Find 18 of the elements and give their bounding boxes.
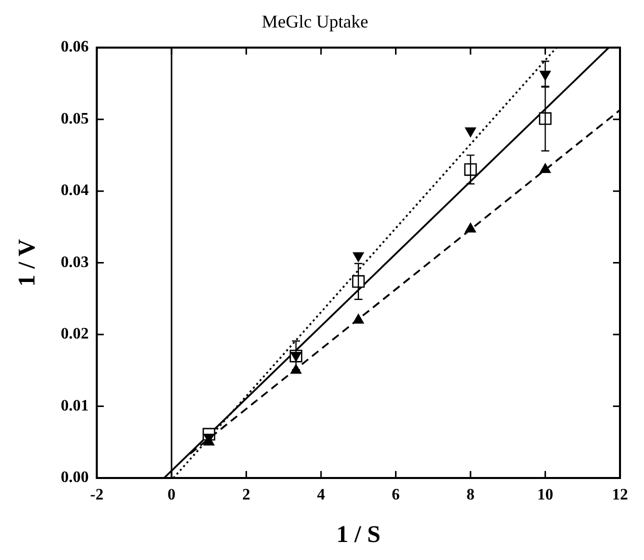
- y-tick-label: 0.02: [60, 326, 89, 343]
- x-tick-label: 8: [466, 486, 475, 504]
- y-tick-label: 0.03: [60, 254, 89, 271]
- y-tick-label: 0.04: [60, 182, 89, 200]
- x-tick-label: 10: [537, 486, 554, 504]
- x-tick-label: 6: [392, 486, 400, 504]
- chart-title: MeGlc Uptake: [262, 12, 368, 32]
- x-tick-label: 4: [317, 486, 326, 504]
- x-tick-label: 0: [168, 486, 176, 504]
- y-tick-label: 0.00: [60, 469, 89, 486]
- x-tick-label: -2: [90, 486, 104, 504]
- y-tick-label: 0.05: [60, 110, 89, 128]
- y-tick-label: 0.06: [60, 38, 89, 56]
- x-tick-label: 2: [242, 486, 250, 504]
- y-axis-title: 1 / V: [14, 238, 41, 287]
- x-axis-title: 1 / S: [336, 522, 380, 548]
- y-tick-label: 0.01: [60, 397, 89, 414]
- x-tick-label: 12: [612, 486, 628, 504]
